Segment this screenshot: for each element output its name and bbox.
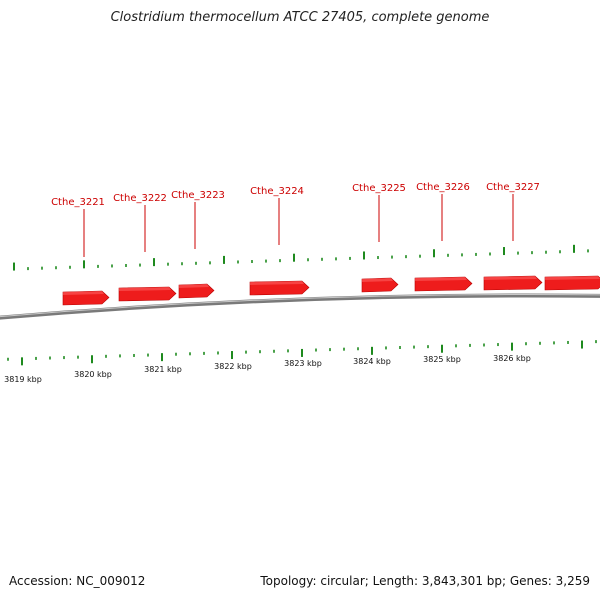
outer-scale-ticks (13, 244, 589, 271)
gene-label: Cthe_3223 (171, 190, 225, 201)
map-title: Clostridium thermocellum ATCC 27405, com… (110, 10, 490, 25)
scale-label: 3822 kbp (214, 362, 252, 371)
gene-arrow-highlight (362, 278, 393, 282)
scale-label: 3826 kbp (493, 354, 531, 363)
gene-label: Cthe_3225 (352, 183, 406, 194)
gene-track (62, 275, 600, 306)
scale-label: 3819 kbp (4, 375, 42, 384)
scale-labels: 3819 kbp 3820 kbp 3821 kbp 3822 kbp 3823 kbp… (4, 354, 531, 384)
gene-label: Cthe_3226 (416, 182, 470, 193)
gene-labels: Cthe_3221 Cthe_3222 Cthe_3223 Cthe_3224 Cthe… (51, 182, 540, 257)
scale-label: 3824 kbp (353, 357, 391, 366)
gene-label: Cthe_3221 (51, 197, 105, 208)
accession-text: Accession: NC_009012 (9, 574, 146, 588)
gene-arrow-highlight (484, 276, 537, 280)
gene-arrow-highlight (63, 291, 104, 295)
genome-backbone (0, 293, 600, 320)
inner-scale-ticks (7, 340, 597, 366)
gene-arrow-highlight (250, 281, 304, 285)
scale-label: 3820 kbp (74, 370, 112, 379)
gene-label: Cthe_3227 (486, 182, 540, 193)
gene-arrow-highlight (545, 276, 600, 280)
genome-backbone-highlight (0, 293, 600, 318)
gene-label: Cthe_3222 (113, 193, 167, 204)
gene-arrow-highlight (415, 277, 467, 281)
scale-label: 3823 kbp (284, 359, 322, 368)
scale-label: 3825 kbp (423, 355, 461, 364)
gene-label: Cthe_3224 (250, 186, 304, 197)
gene-arrow-highlight (179, 284, 209, 288)
scale-label: 3821 kbp (144, 365, 182, 374)
gene-arrow-highlight (119, 287, 171, 291)
genome-summary-text: Topology: circular; Length: 3,843,301 bp… (260, 574, 590, 588)
